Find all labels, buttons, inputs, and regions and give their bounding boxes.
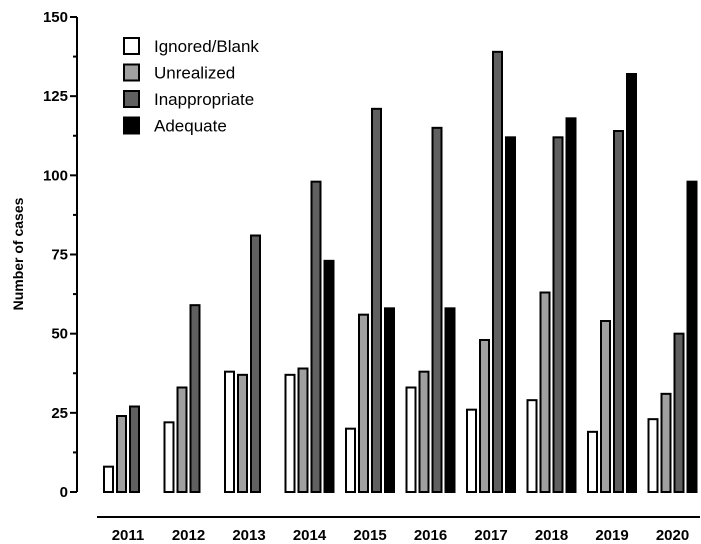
y-tick-label: 125 [43,88,68,105]
bar-adequate-2019 [626,73,637,493]
bar-ignored-blank-2016 [405,386,417,493]
bar-inappropriate-2017 [492,50,503,493]
legend-label: Inappropriate [154,90,254,109]
bar-inappropriate-2015 [371,107,382,493]
bars [103,50,698,494]
y-tick-label: 50 [51,326,68,343]
legend-swatch [123,63,140,82]
x-tick-label: 2019 [595,527,628,544]
x-tick-label: 2013 [232,527,265,544]
bar-unrealized-2015 [358,313,369,493]
bar-inappropriate-2012 [189,304,201,493]
bar-adequate-2016 [444,307,456,494]
legend: Ignored/Blank Unrealized Inappropriate Adeq… [123,37,259,136]
legend-swatch [123,37,140,55]
bar-unrealized-2011 [116,415,127,493]
bar-inappropriate-2014 [310,180,322,494]
bar-inappropriate-2016 [431,126,443,493]
bar-adequate-2020 [686,180,698,494]
x-tick-label: 2018 [535,527,568,544]
legend-swatch [123,90,140,108]
bar-inappropriate-2020 [673,332,685,493]
bar-unrealized-2017 [479,339,490,493]
y-axis: 0 25 50 75 100 125 150 [43,9,78,501]
legend-label: Ignored/Blank [154,37,259,56]
x-tick-label: 2011 [112,527,145,544]
bar-adequate-2015 [384,307,395,494]
x-tick-label: 2014 [293,527,327,544]
y-tick-label: 25 [51,405,68,422]
bar-ignored-blank-2020 [647,418,659,493]
y-tick-label: 100 [43,167,68,184]
x-tick-label: 2016 [414,527,447,544]
bar-adequate-2017 [505,136,516,493]
bar-ignored-blank-2019 [587,430,598,494]
bar-ignored-blank-2015 [345,427,356,493]
legend-swatch [123,116,140,135]
legend-label: Unrealized [154,64,235,83]
bar-inappropriate-2019 [613,130,624,493]
bar-ignored-blank-2012 [163,421,175,494]
bar-unrealized-2013 [237,373,248,494]
bar-ignored-blank-2018 [526,399,538,493]
bar-adequate-2018 [565,117,577,493]
bar-unrealized-2019 [600,320,611,493]
x-tick-label: 2017 [474,527,507,544]
bar-unrealized-2012 [176,386,188,493]
y-tick-label: 0 [60,484,68,501]
x-tick-label: 2015 [353,527,386,544]
bar-ignored-blank-2017 [466,408,477,493]
bar-inappropriate-2018 [552,136,564,493]
bar-adequate-2014 [323,259,335,494]
x-tick-label: 2020 [656,527,689,544]
x-tick-label: 2012 [172,527,205,544]
bar-unrealized-2020 [660,392,672,494]
bar-inappropriate-2013 [250,234,261,493]
y-tick-label: 75 [51,247,68,264]
bar-unrealized-2016 [418,370,430,493]
bar-ignored-blank-2011 [103,465,114,493]
bar-inappropriate-2011 [129,405,140,493]
bar-unrealized-2018 [539,291,551,493]
bar-ignored-blank-2013 [224,370,235,493]
y-axis-title: Number of cases [10,197,26,310]
x-axis: 2011 2012 2013 2014 2015 2016 2017 2018 2019 2020 [97,516,700,544]
bar-ignored-blank-2014 [284,373,296,494]
y-tick-label: 150 [43,9,68,26]
legend-label: Adequate [154,117,227,136]
bar-unrealized-2014 [297,367,309,493]
